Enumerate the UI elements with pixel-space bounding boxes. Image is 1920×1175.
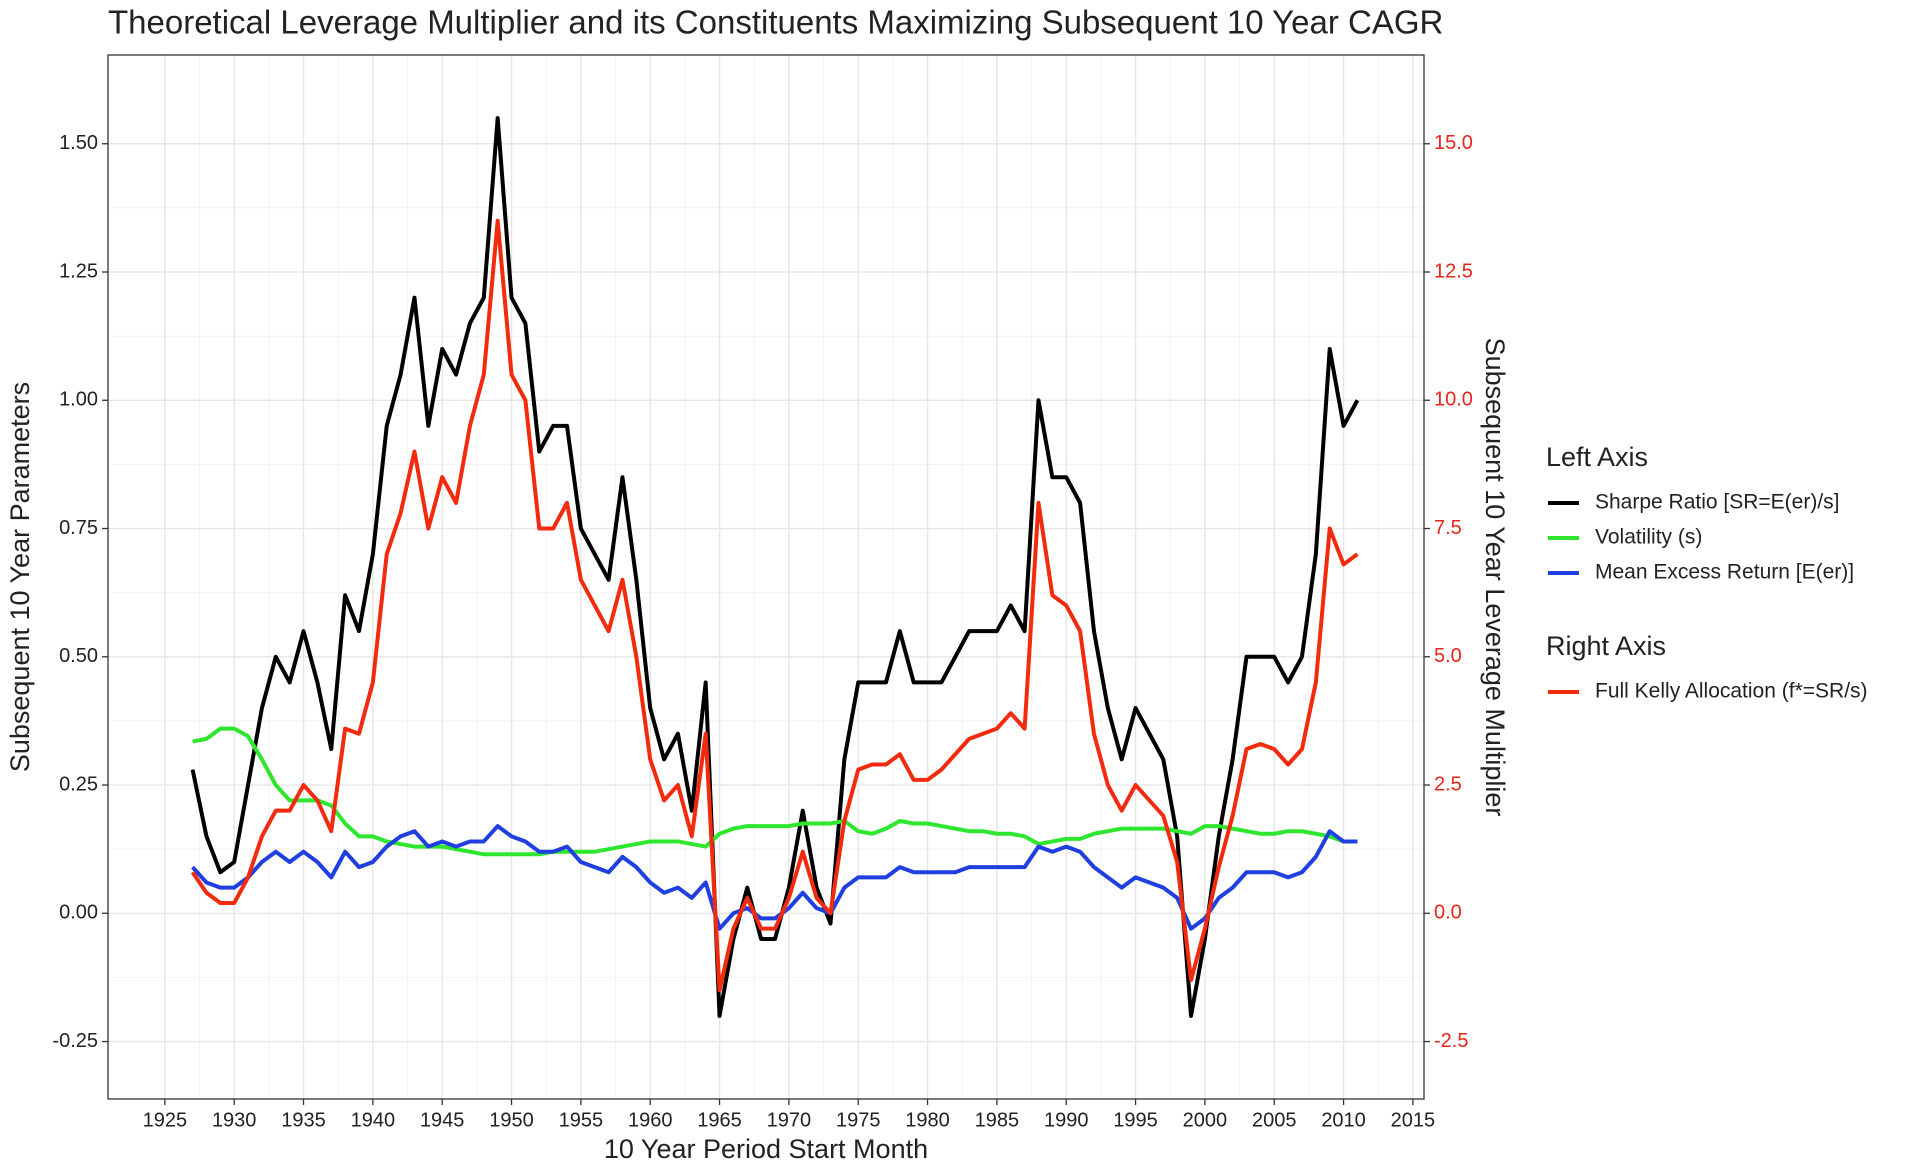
y-tick-label: 1.50 bbox=[59, 132, 98, 154]
y-tick-label: 0.00 bbox=[59, 902, 98, 924]
x-tick-label: 1990 bbox=[1044, 1109, 1089, 1131]
x-tick-label: 1980 bbox=[905, 1109, 950, 1131]
y-tick-label: 1.00 bbox=[59, 389, 98, 411]
x-tick-label: 1985 bbox=[975, 1109, 1020, 1131]
y2-tick-label: 0.0 bbox=[1434, 902, 1462, 924]
y2-tick-label: 15.0 bbox=[1434, 132, 1473, 154]
y2-tick-label: 12.5 bbox=[1434, 260, 1473, 282]
x-tick-label: 1965 bbox=[697, 1109, 742, 1131]
plot-border bbox=[107, 54, 1425, 1100]
y2-tick-label: 7.5 bbox=[1434, 517, 1462, 539]
legend-title: Right Axis bbox=[1546, 631, 1666, 661]
legend-label: Mean Excess Return [E(er)] bbox=[1595, 561, 1854, 584]
series-line bbox=[190, 116, 1360, 1018]
x-tick-label: 1995 bbox=[1113, 1109, 1158, 1131]
legend-label: Sharpe Ratio [SR=E(er)/s] bbox=[1595, 491, 1840, 514]
legend-label: Volatility (s) bbox=[1595, 526, 1702, 549]
y-tick-label: -0.25 bbox=[52, 1030, 98, 1052]
x-tick-label: 2000 bbox=[1183, 1109, 1228, 1131]
y2-tick-label: -2.5 bbox=[1434, 1030, 1468, 1052]
legend-label: Full Kelly Allocation (f*=SR/s) bbox=[1595, 680, 1868, 703]
y2-tick-label: 2.5 bbox=[1434, 773, 1462, 795]
x-tick-label: 1950 bbox=[489, 1109, 534, 1131]
x-tick-label: 1960 bbox=[628, 1109, 673, 1131]
x-axis-title: 10 Year Period Start Month bbox=[604, 1134, 928, 1164]
x-tick-label: 2005 bbox=[1252, 1109, 1297, 1131]
x-tick-label: 1945 bbox=[420, 1109, 465, 1131]
y-tick-label: 1.25 bbox=[59, 260, 98, 282]
x-tick-label: 1940 bbox=[351, 1109, 396, 1131]
y2-axis-title: Subsequent 10 Year Leverage Multiplier bbox=[1480, 338, 1510, 817]
y-tick-label: 0.25 bbox=[59, 773, 98, 795]
y-axis-title: Subsequent 10 Year Parameters bbox=[5, 382, 35, 772]
chart-title: Theoretical Leverage Multiplier and its … bbox=[108, 4, 1443, 41]
x-tick-label: 1970 bbox=[767, 1109, 812, 1131]
x-tick-label: 2010 bbox=[1321, 1109, 1366, 1131]
series-line bbox=[190, 218, 1359, 993]
y2-tick-label: 10.0 bbox=[1434, 389, 1473, 411]
y-tick-label: 0.50 bbox=[59, 645, 98, 667]
series-line bbox=[192, 726, 1358, 857]
x-tick-label: 1935 bbox=[281, 1109, 326, 1131]
y-tick-label: 0.75 bbox=[59, 517, 98, 539]
series-line bbox=[191, 824, 1358, 931]
x-tick-label: 1955 bbox=[559, 1109, 604, 1131]
legend-title: Left Axis bbox=[1546, 442, 1648, 472]
x-tick-label: 1930 bbox=[212, 1109, 257, 1131]
x-tick-label: 2015 bbox=[1391, 1109, 1436, 1131]
x-tick-label: 1925 bbox=[143, 1109, 188, 1131]
x-tick-label: 1975 bbox=[836, 1109, 881, 1131]
y2-tick-label: 5.0 bbox=[1434, 645, 1462, 667]
